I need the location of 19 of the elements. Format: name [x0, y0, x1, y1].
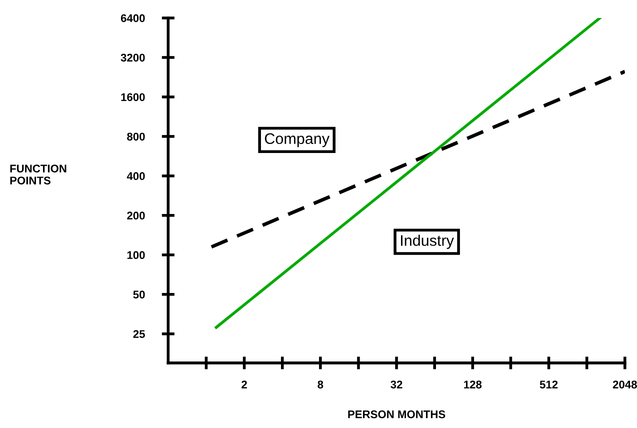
y-tick-label: 200 — [127, 212, 145, 220]
y-tick-label: 25 — [133, 330, 145, 338]
y-tick-label: 6400 — [120, 14, 145, 22]
y-tick-label: 50 — [133, 290, 145, 298]
y-tick-label: 3200 — [120, 54, 145, 62]
x-tick-label: 8 — [318, 380, 324, 388]
text: Industry — [401, 234, 454, 249]
text: Company — [264, 133, 330, 148]
x-tick-label: 32 — [390, 380, 402, 388]
x-tick-label: 128 — [464, 380, 482, 388]
y-tick-label: 100 — [127, 251, 145, 260]
x-tick-label: 2 — [242, 380, 247, 388]
x-tick-label: 512 — [540, 380, 558, 388]
x-tick-label: 2048 — [612, 380, 637, 388]
y-tick-label: 800 — [127, 132, 145, 141]
y-tick-label: 400 — [126, 172, 145, 180]
y-axis-title: FUNCTION POINTS — [10, 164, 66, 184]
x-axis-title: PERSON MONTHS — [348, 410, 446, 418]
y-tick-label: 1600 — [121, 93, 145, 102]
